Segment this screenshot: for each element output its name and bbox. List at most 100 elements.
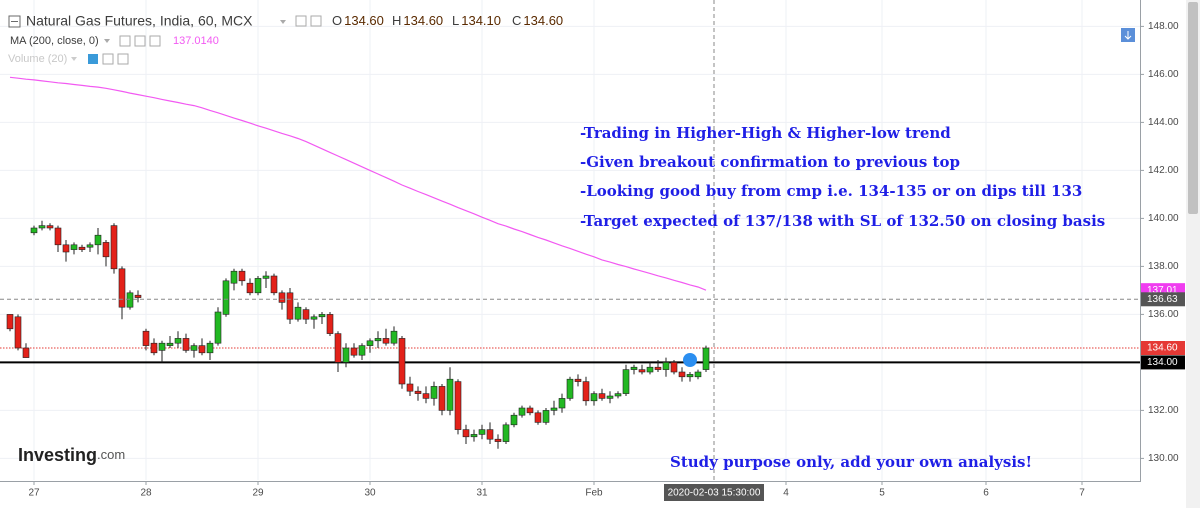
price-badge [1141, 355, 1185, 370]
candle-body [622, 369, 630, 394]
candle-body [470, 434, 478, 438]
candle-body [198, 345, 206, 354]
ohlc-key: L [452, 13, 459, 28]
candle-body [374, 338, 382, 342]
x-tick-label: 29 [252, 488, 264, 499]
plot-area [0, 0, 1140, 480]
candle-body [30, 227, 38, 234]
ohlc-value: 134.60 [523, 13, 563, 28]
candle-body [494, 438, 502, 442]
annotation: -Looking good buy from cmp i.e. 134-135 … [580, 182, 1082, 200]
candle-body [534, 412, 542, 423]
icon[interactable] [310, 15, 322, 27]
axes: 130.00 132.00 134.00 136.00 138.00 140.00 142.… [28, 21, 1185, 501]
candle-body [422, 393, 430, 399]
candle-body [486, 429, 494, 440]
logo: Investing.com [18, 445, 125, 465]
volume-legend: Volume (20) [8, 53, 67, 65]
price-badge-label: 137.01 [1147, 285, 1178, 296]
icon[interactable] [134, 35, 146, 47]
candle-body [222, 280, 230, 315]
candle-body [62, 244, 70, 253]
icon [1124, 31, 1132, 40]
candle-body [646, 366, 654, 373]
candle-body [46, 225, 54, 229]
candle-body [326, 314, 334, 334]
candle-body [582, 381, 590, 402]
ohlc-item: H 134.60 [392, 13, 443, 28]
ohlc-value: 134.60 [344, 13, 384, 28]
crosshair-y-badge [1141, 292, 1185, 307]
candle-body [598, 393, 606, 399]
annotation: -Trading in Higher-High & Higher-low tre… [580, 124, 951, 142]
icon[interactable] [149, 35, 161, 47]
candle-body [206, 342, 214, 354]
candle-body [238, 270, 246, 282]
candle-body [302, 309, 310, 320]
candle-body [54, 227, 62, 246]
candle-body [550, 407, 558, 411]
ohlc-legend: O 134.60 H 134.60 L 134.10 C 134.60 [332, 13, 563, 28]
x-tick-label: 6 [983, 488, 989, 499]
candle-body [630, 366, 638, 370]
ohlc-item: L 134.10 [452, 13, 501, 28]
logo-text: .com [97, 447, 125, 462]
y-tick-label: 136.00 [1148, 309, 1179, 320]
icon[interactable] [117, 53, 129, 65]
candle-body [318, 314, 326, 318]
candle-body [462, 429, 470, 438]
candle-body [102, 242, 110, 258]
candle-body [22, 347, 30, 358]
candle-body [230, 270, 238, 284]
candle-body [262, 275, 270, 279]
icon[interactable] [102, 53, 114, 65]
candle-body [70, 244, 78, 250]
scrollbar-thumb[interactable] [1188, 2, 1198, 214]
icon [280, 20, 286, 24]
event-marker [683, 353, 697, 367]
x-tick-label: 4 [783, 488, 789, 499]
candle-body [14, 316, 22, 349]
ma-value: 137.0140 [173, 35, 219, 47]
candle-body [358, 345, 366, 356]
moving-average [9, 76, 707, 291]
candle-body [38, 225, 46, 229]
candle-body [510, 414, 518, 426]
candle-body [678, 371, 686, 378]
candle-body [294, 306, 302, 320]
candle-body [190, 345, 198, 351]
candle-body [414, 390, 422, 394]
logo-text: Investing [18, 445, 97, 465]
candle-body [182, 338, 190, 351]
candle-body [158, 342, 166, 351]
crosshair-x-badge [664, 484, 764, 501]
candle-body [430, 386, 438, 399]
candle-body [454, 381, 462, 430]
icon[interactable] [119, 35, 131, 47]
crosshair-y-label: 136.63 [1147, 294, 1178, 305]
y-tick-label: 148.00 [1148, 21, 1179, 32]
ohlc-key: C [512, 13, 521, 28]
candle-body [366, 340, 374, 346]
candle-body [478, 429, 486, 435]
candle-body [542, 410, 550, 423]
icon[interactable] [88, 54, 98, 64]
candle-body [654, 366, 662, 370]
ohlc-key: O [332, 13, 342, 28]
candle-body [150, 342, 158, 354]
icon[interactable] [295, 15, 307, 27]
chart-title: Natural Gas Futures, India, 60, MCX [26, 13, 253, 29]
ohlc-key: H [392, 13, 401, 28]
candle-body [446, 378, 454, 411]
candle-body [638, 369, 646, 373]
candle-body [502, 424, 510, 442]
candle-body [686, 374, 694, 378]
y-tick-label: 138.00 [1148, 261, 1179, 272]
price-badge [1141, 341, 1185, 355]
annotation: -Target expected of 137/138 with SL of 1… [580, 212, 1105, 230]
ohlc-item: C 134.60 [512, 13, 563, 28]
annotation: -Given breakout confirmation to previous… [580, 153, 960, 171]
candle-body [438, 386, 446, 411]
